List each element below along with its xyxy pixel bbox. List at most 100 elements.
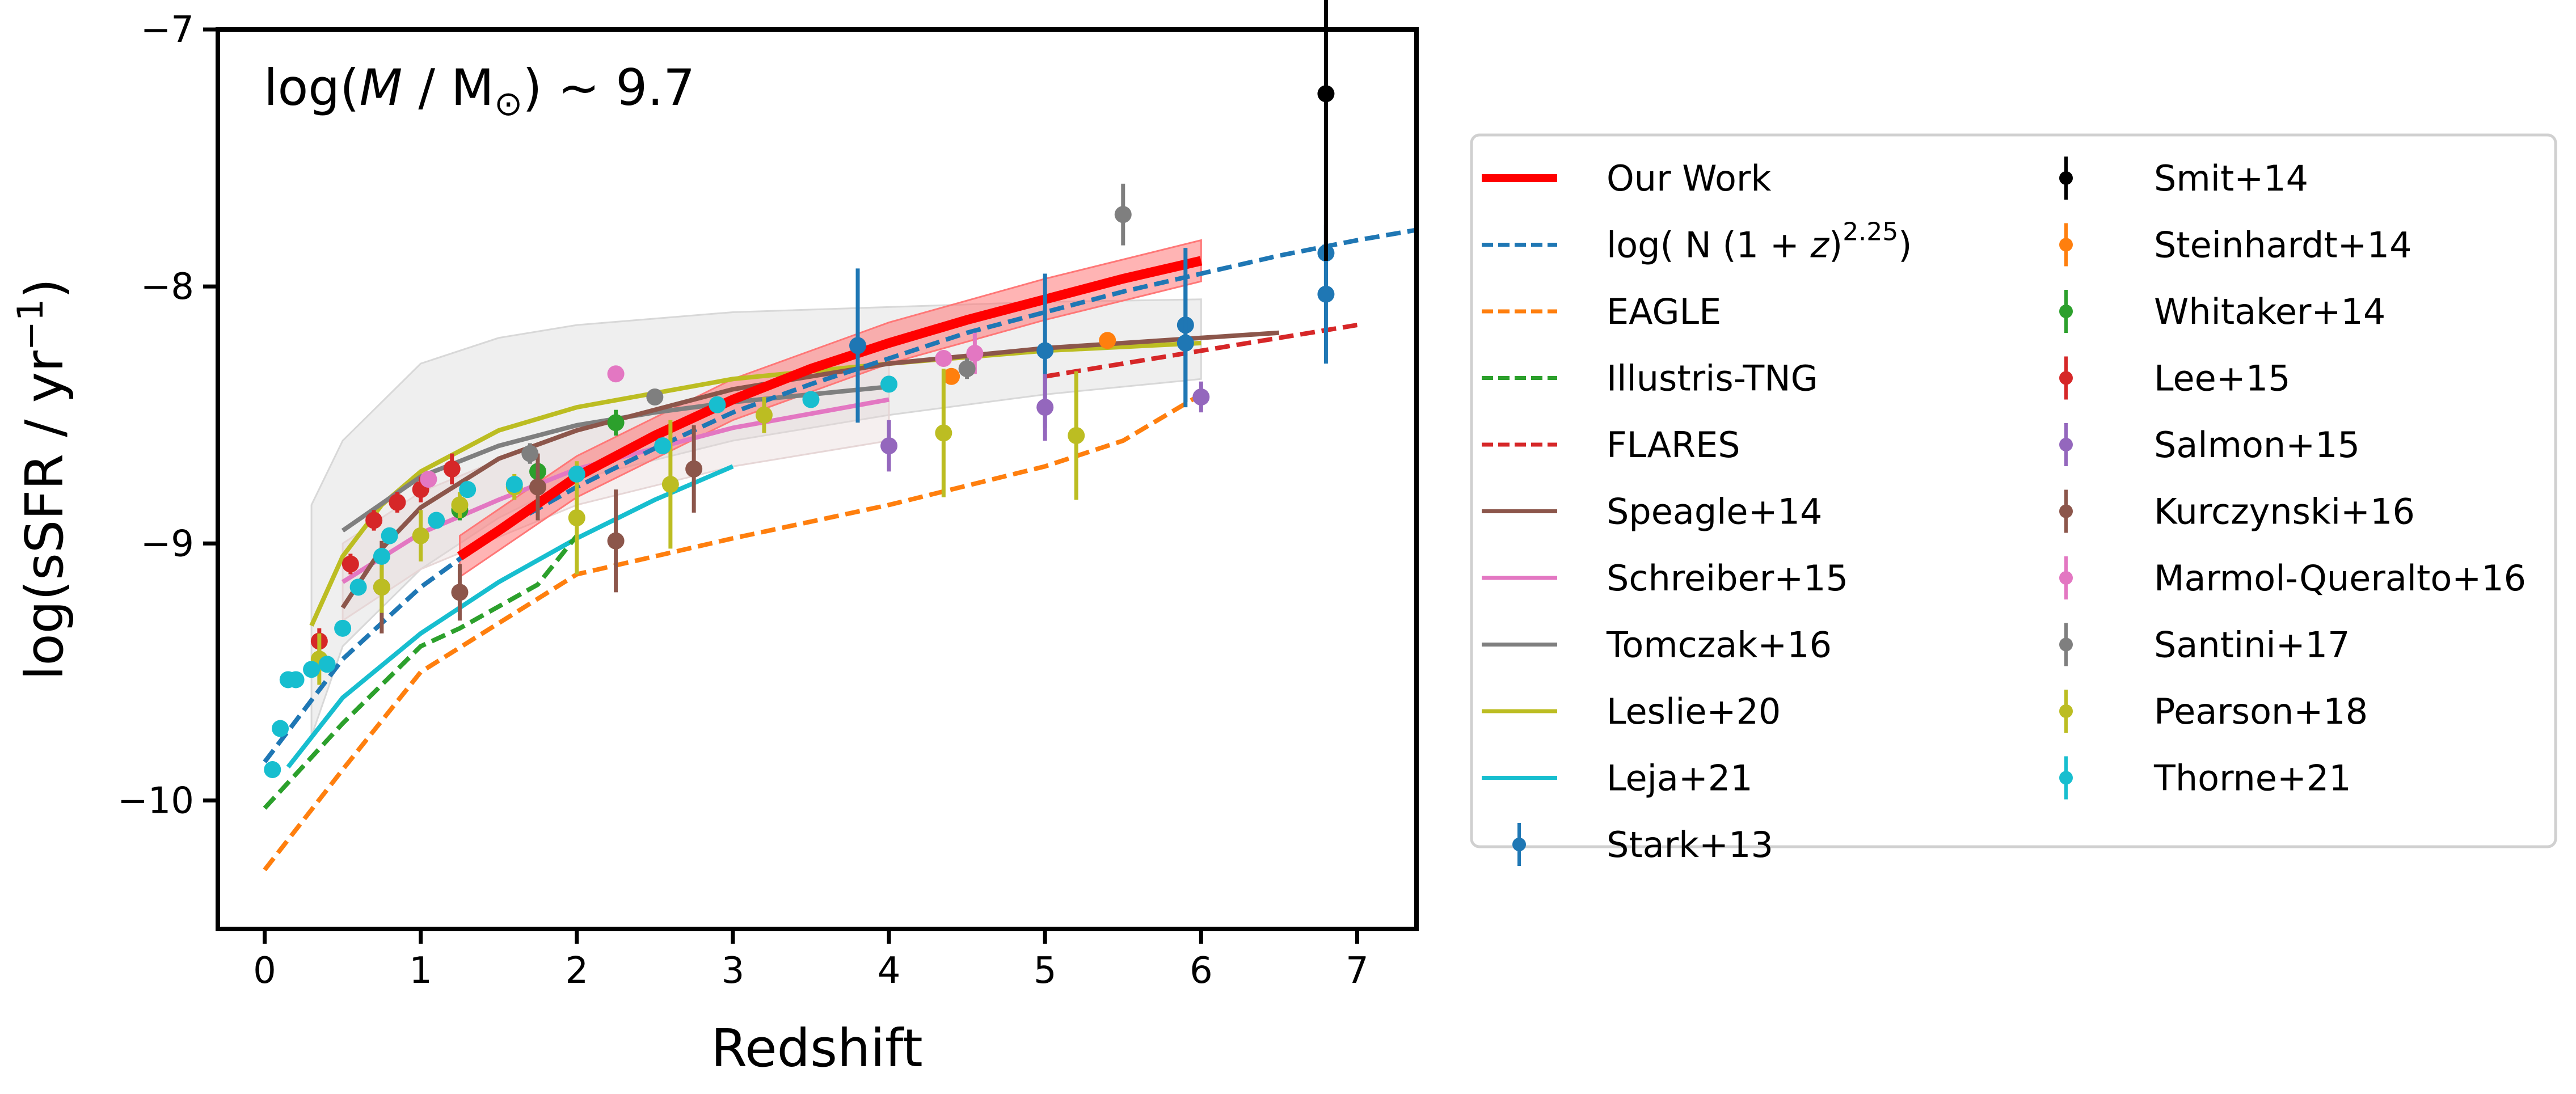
point-stark-13 xyxy=(1177,334,1194,352)
legend-marker-santini-17 xyxy=(2059,637,2073,652)
line-log-n-1-z-2-25 xyxy=(263,227,1416,763)
point-thorne-21 xyxy=(264,761,281,779)
legend-label: Leslie+20 xyxy=(1607,691,1781,732)
point-pearson-18 xyxy=(373,578,390,596)
legend-label: Stark+13 xyxy=(1607,824,1773,865)
point-thorne-21 xyxy=(802,391,820,408)
legend-label: Our Work xyxy=(1607,158,1771,199)
point-thorne-21 xyxy=(303,661,321,678)
x-axis-label: Redshift xyxy=(711,1018,922,1079)
point-marmol-queralto-16 xyxy=(935,350,952,368)
point-salmon-15 xyxy=(880,437,898,455)
point-santini-17 xyxy=(521,445,539,462)
legend-label-part: ) xyxy=(1829,225,1843,266)
y-tick-label: −9 xyxy=(141,523,194,565)
y-tick-label: −8 xyxy=(141,266,194,308)
point-kurczynski-16 xyxy=(529,478,547,496)
point-thorne-21 xyxy=(381,527,398,544)
point-salmon-15 xyxy=(1192,388,1210,406)
legend-label: Smit+14 xyxy=(2154,158,2308,199)
legend-marker-whitaker-14 xyxy=(2059,305,2073,318)
point-salmon-15 xyxy=(1036,399,1054,416)
point-lee-15 xyxy=(443,460,461,478)
line-speagle-14 xyxy=(340,330,1280,609)
annotation-italic: M xyxy=(359,58,402,117)
plot-frame xyxy=(216,27,1419,931)
legend-label: EAGLE xyxy=(1607,291,1721,332)
legend-label: Thorne+21 xyxy=(2153,758,2351,799)
point-pearson-18 xyxy=(755,406,773,424)
legend-label: Pearson+18 xyxy=(2154,691,2368,732)
point-thorne-21 xyxy=(459,481,477,499)
point-thorne-21 xyxy=(709,396,726,413)
legend-label: Santini+17 xyxy=(2154,624,2350,666)
point-thorne-21 xyxy=(318,656,336,673)
axis-ticks: 0 1 2 3 4 5 6 7 −10 −9 −8 −7 xyxy=(117,9,1369,992)
line-our-work xyxy=(457,256,1203,561)
legend-label-part: 2.25 xyxy=(1843,218,1898,247)
legend-label: Marmol-Queralto+16 xyxy=(2154,557,2526,599)
legend-label: Schreiber+15 xyxy=(1607,557,1848,599)
legend-label: Kurczynski+16 xyxy=(2154,491,2415,533)
point-thorne-21 xyxy=(373,547,390,565)
y-label-pre: log(sSFR / yr xyxy=(14,350,75,680)
line-eagle xyxy=(263,392,1203,872)
legend-label-part: ) xyxy=(1898,225,1912,266)
y-label-sup: −1 xyxy=(10,299,51,350)
point-pearson-18 xyxy=(661,476,679,493)
x-tick-label: 4 xyxy=(878,950,901,992)
legend-frame xyxy=(1470,133,2557,848)
line-illustris-tng xyxy=(263,534,579,810)
point-thorne-21 xyxy=(334,619,352,637)
x-tick-label: 5 xyxy=(1034,950,1057,992)
legend-label: Tomczak+16 xyxy=(1606,624,1832,666)
point-marmol-queralto-16 xyxy=(966,344,984,362)
line-leja-21 xyxy=(286,464,734,768)
point-marmol-queralto-16 xyxy=(420,471,437,488)
x-tick-label: 6 xyxy=(1190,950,1213,992)
point-kurczynski-16 xyxy=(607,532,625,550)
point-thorne-21 xyxy=(505,476,523,493)
point-stark-13 xyxy=(1317,285,1335,303)
scatter-bands xyxy=(310,239,1202,737)
point-thorne-21 xyxy=(349,578,367,596)
point-thorne-21 xyxy=(287,671,305,688)
annotation-mid: / M xyxy=(402,58,494,117)
point-kurczynski-16 xyxy=(685,460,703,478)
legend-marker-stark-13 xyxy=(1512,838,1526,851)
legend: Our Work log( N (1 + z)2.25) EAGLE Illustri… xyxy=(1470,133,2557,866)
x-tick-label: 2 xyxy=(565,950,588,992)
legend-label: Speagle+14 xyxy=(1607,491,1822,533)
point-pearson-18 xyxy=(568,509,585,526)
point-pearson-18 xyxy=(451,496,469,514)
annotation-pre: log( xyxy=(264,58,359,117)
point-thorne-21 xyxy=(568,465,585,483)
legend-marker-pearson-18 xyxy=(2059,704,2073,718)
legend-marker-marmol-queralto-16 xyxy=(2059,571,2073,585)
point-pearson-18 xyxy=(935,424,952,442)
point-thorne-21 xyxy=(428,512,445,529)
model-lines xyxy=(263,227,1416,872)
legend-marker-lee-15 xyxy=(2059,371,2073,385)
annotation-sub: ⊙ xyxy=(494,84,522,124)
point-steinhardt-14 xyxy=(943,368,960,385)
x-tick-label: 3 xyxy=(722,950,745,992)
y-axis-label: log(sSFR / yr−1) xyxy=(10,278,75,680)
data-points xyxy=(264,0,1335,779)
legend-marker-smit-14 xyxy=(2059,171,2073,185)
legend-marker-kurczynski-16 xyxy=(2059,504,2073,518)
point-whitaker-14 xyxy=(607,414,625,432)
point-thorne-21 xyxy=(654,437,672,455)
x-tick-label: 0 xyxy=(253,950,276,992)
legend-marker-salmon-15 xyxy=(2059,438,2073,451)
point-lee-15 xyxy=(342,555,359,573)
legend-label: log( N (1 + z)2.25) xyxy=(1607,218,1912,266)
point-santini-17 xyxy=(958,360,976,378)
point-pearson-18 xyxy=(412,527,429,544)
legend-label: Salmon+15 xyxy=(2154,424,2360,466)
x-tick-label: 1 xyxy=(409,950,432,992)
point-thorne-21 xyxy=(272,720,289,737)
legend-label: Lee+15 xyxy=(2154,358,2291,399)
point-kurczynski-16 xyxy=(451,584,469,601)
